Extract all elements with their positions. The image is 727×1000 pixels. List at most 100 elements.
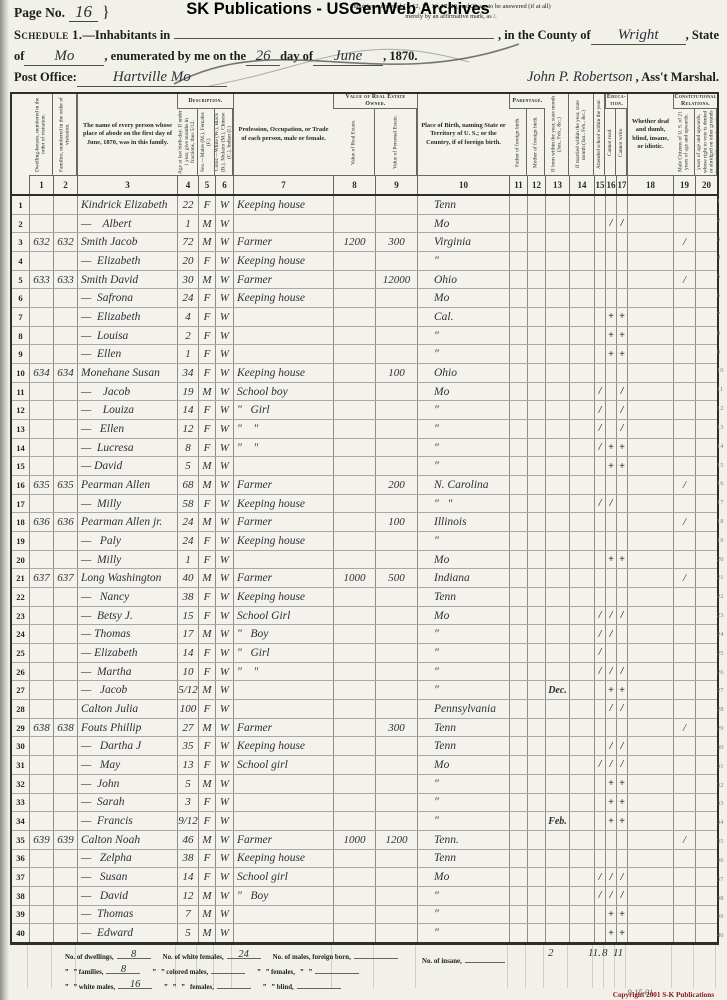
cell-occupation: " Boy xyxy=(233,625,333,644)
cell-married-month xyxy=(569,849,594,868)
cell-mother-foreign xyxy=(527,588,545,606)
row-number-right: 32 xyxy=(717,781,724,789)
cell-attended-school xyxy=(594,233,605,252)
table-row: 13 — Ellen 12 F W " " " / / xyxy=(12,420,717,439)
cell-personal-estate-value xyxy=(375,625,417,644)
cell-married-month xyxy=(569,737,594,756)
cell-cannot-read xyxy=(605,476,616,494)
cell-birth-month xyxy=(545,233,569,252)
cell-cannot-write: / xyxy=(616,756,627,774)
cell-birth-month xyxy=(545,849,569,868)
cell-occupation: School girl xyxy=(233,756,333,774)
cell-real-estate-value xyxy=(333,401,375,420)
table-row: 19 — Paly 24 F W Keeping house " xyxy=(12,532,717,551)
cell-name: — Ellen xyxy=(77,420,177,438)
cell-birth-month: Feb. xyxy=(545,812,569,830)
cell-color: W xyxy=(215,196,233,214)
column-header-7: Profession, Occupation, or Trade of each… xyxy=(233,94,333,175)
cell-cannot-write: + xyxy=(616,905,627,924)
cell-color: W xyxy=(215,438,233,457)
cell-occupation xyxy=(233,214,333,233)
cell-birth-month xyxy=(545,588,569,606)
row-number-right: 36 xyxy=(717,856,724,864)
cell-age: 46 xyxy=(177,830,198,849)
table-row: 28 Calton Julia 100 F W Pennsylvania / / xyxy=(12,700,717,719)
cell-birthplace: Tenn xyxy=(417,588,509,606)
cell-age: 14 xyxy=(177,868,198,886)
cell-age: 8 xyxy=(177,438,198,457)
row-number-right: 29 xyxy=(717,725,724,733)
cell-color: W xyxy=(215,476,233,494)
footer-label: ” ” females, ” ” xyxy=(257,969,313,976)
row-number: 25 xyxy=(16,647,25,658)
row-number: 16 xyxy=(16,479,25,490)
cell-deaf-dumb xyxy=(627,457,673,476)
cell-color: W xyxy=(215,588,233,606)
cell-cannot-read xyxy=(605,270,616,289)
cell-sex: F xyxy=(198,532,215,550)
cell-vote-denied xyxy=(695,364,717,382)
group-header: Parentage. xyxy=(509,94,545,109)
cell-family-number xyxy=(53,868,77,886)
cell-cannot-read: / xyxy=(605,756,616,774)
cell-deaf-dumb xyxy=(627,494,673,513)
cell-family-number xyxy=(53,606,77,625)
cell-cannot-read: + xyxy=(605,793,616,812)
cell-birthplace: " xyxy=(417,681,509,700)
cell-married-month xyxy=(569,700,594,718)
cell-name: Smith David xyxy=(77,270,177,289)
cell-personal-estate-value xyxy=(375,737,417,756)
cell-real-estate-value xyxy=(333,737,375,756)
column-number-2: 2 xyxy=(53,175,77,194)
cell-birth-month xyxy=(545,457,569,476)
cell-color: W xyxy=(215,364,233,382)
cell-dwelling-number xyxy=(29,457,53,476)
table-row: 17 — Milly 58 F W Keeping house " " / / xyxy=(12,494,717,514)
cell-birthplace: " xyxy=(417,401,509,420)
cell-sex: F xyxy=(198,550,215,569)
insane-blank xyxy=(464,953,505,963)
cell-dwelling-number xyxy=(29,812,53,830)
cell-birthplace: Ohio xyxy=(417,364,509,382)
row-number-right: 6 xyxy=(717,292,721,300)
cell-color: W xyxy=(215,569,233,588)
row-number-right: 34 xyxy=(717,819,724,827)
cell-vote-denied xyxy=(695,588,717,606)
cell-vote-denied xyxy=(695,625,717,644)
cell-age: 12 xyxy=(177,420,198,438)
footer-summary-lines: No. of dwellings, 8 No. of white females, 2… xyxy=(65,949,398,994)
cell-father-foreign xyxy=(509,886,527,905)
cell-married-month xyxy=(569,438,594,457)
cell-cannot-read: / xyxy=(605,662,616,681)
cell-vote-denied xyxy=(695,718,717,737)
cell-father-foreign xyxy=(509,345,527,364)
table-row: 39 — Thomas 7 M W " + + xyxy=(12,905,717,925)
cell-father-foreign xyxy=(509,270,527,289)
cell-family-number xyxy=(53,588,77,606)
cell-personal-estate-value xyxy=(375,252,417,270)
cell-color: W xyxy=(215,326,233,345)
cell-occupation: Farmer xyxy=(233,513,333,532)
cell-birthplace: Tenn xyxy=(417,718,509,737)
table-body: 1 Kindrick Elizabeth 22 F W Keeping house Tenn… xyxy=(12,196,717,942)
cell-mother-foreign xyxy=(527,662,545,681)
cell-father-foreign xyxy=(509,532,527,550)
cell-color: W xyxy=(215,401,233,420)
cell-father-foreign xyxy=(509,326,527,345)
cell-age: 5 xyxy=(177,774,198,793)
column-header-10: Place of Birth, naming State or Territor… xyxy=(417,94,509,175)
table-row: 35 639 639 Calton Noah 46 M W Farmer 1000 1200 Ten… xyxy=(12,830,717,850)
cell-vote-denied xyxy=(695,476,717,494)
footer-label: ” ” blind, xyxy=(262,984,294,991)
cell-sex: F xyxy=(198,364,215,382)
row-number-right: 12 xyxy=(717,405,724,413)
cell-mother-foreign xyxy=(527,606,545,625)
cell-married-month xyxy=(569,382,594,401)
row-number-right: 2 xyxy=(717,216,721,224)
corner-cell xyxy=(12,94,29,194)
cell-dwelling-number xyxy=(29,662,53,681)
footer-value: 8 xyxy=(120,964,127,975)
cell-sex: F xyxy=(198,644,215,662)
cell-sex: M xyxy=(198,718,215,737)
right-row-numbers: 1 2 3 4 5 6 7 8 9 10 11 12 13 14 15 16 17 18 19 20 21 22 23 24 2… xyxy=(715,192,727,945)
